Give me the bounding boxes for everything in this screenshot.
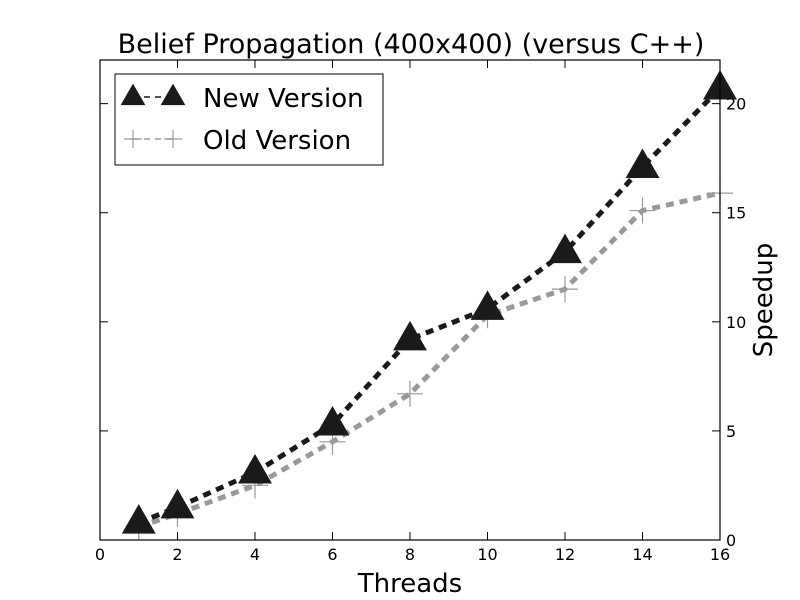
legend-marker-old-version <box>124 130 142 148</box>
x-axis-label: Threads <box>357 569 462 599</box>
data-point-new-version <box>160 488 195 519</box>
series-new-version <box>121 70 737 534</box>
data-point-new-version <box>121 504 156 534</box>
legend-frame <box>114 73 384 166</box>
y-tick-label: 0 <box>726 531 736 550</box>
data-point-old-version <box>629 197 656 224</box>
data-point-new-version <box>470 290 505 320</box>
data-point-new-version <box>393 320 427 351</box>
x-tick-label: 10 <box>477 545 497 564</box>
x-tick-label: 6 <box>327 545 337 564</box>
data-point-new-version <box>548 233 582 264</box>
legend-samples <box>120 83 186 148</box>
y-tick-label: 5 <box>726 422 736 441</box>
data-point-new-version <box>315 406 350 436</box>
x-tick-label: 8 <box>405 545 415 564</box>
data-point-new-version <box>625 148 660 179</box>
legend-label-old-version: Old Version <box>203 126 351 156</box>
data-point-old-version <box>552 276 578 303</box>
legend-marker-new-version <box>160 83 186 106</box>
series-layer <box>121 70 737 540</box>
series-line-new-version <box>137 86 722 525</box>
data-point-new-version <box>238 454 272 484</box>
y-tick-label: 20 <box>726 95 746 114</box>
legend-marker-old-version <box>164 130 182 148</box>
chart-title: Belief Propagation (400x400) (versus C++… <box>118 29 705 60</box>
legend-label-new-version: New Version <box>203 84 364 114</box>
series-old-version <box>125 180 733 540</box>
y-tick-label: 10 <box>726 313 746 332</box>
x-tick-label: 0 <box>95 545 105 564</box>
y-tick-label: 15 <box>726 204 746 223</box>
legend-marker-new-version <box>120 83 146 106</box>
series-line-old-version <box>137 190 721 530</box>
x-tick-label: 4 <box>250 545 260 564</box>
x-tick-label: 2 <box>172 545 182 564</box>
y-axis-label: Speedup <box>749 243 779 358</box>
data-point-old-version <box>397 380 423 407</box>
x-tick-label: 14 <box>632 545 652 564</box>
x-tick-label: 12 <box>555 545 575 564</box>
x-tick-label: 16 <box>710 545 730 564</box>
legend: New Version Old Version <box>114 73 384 166</box>
